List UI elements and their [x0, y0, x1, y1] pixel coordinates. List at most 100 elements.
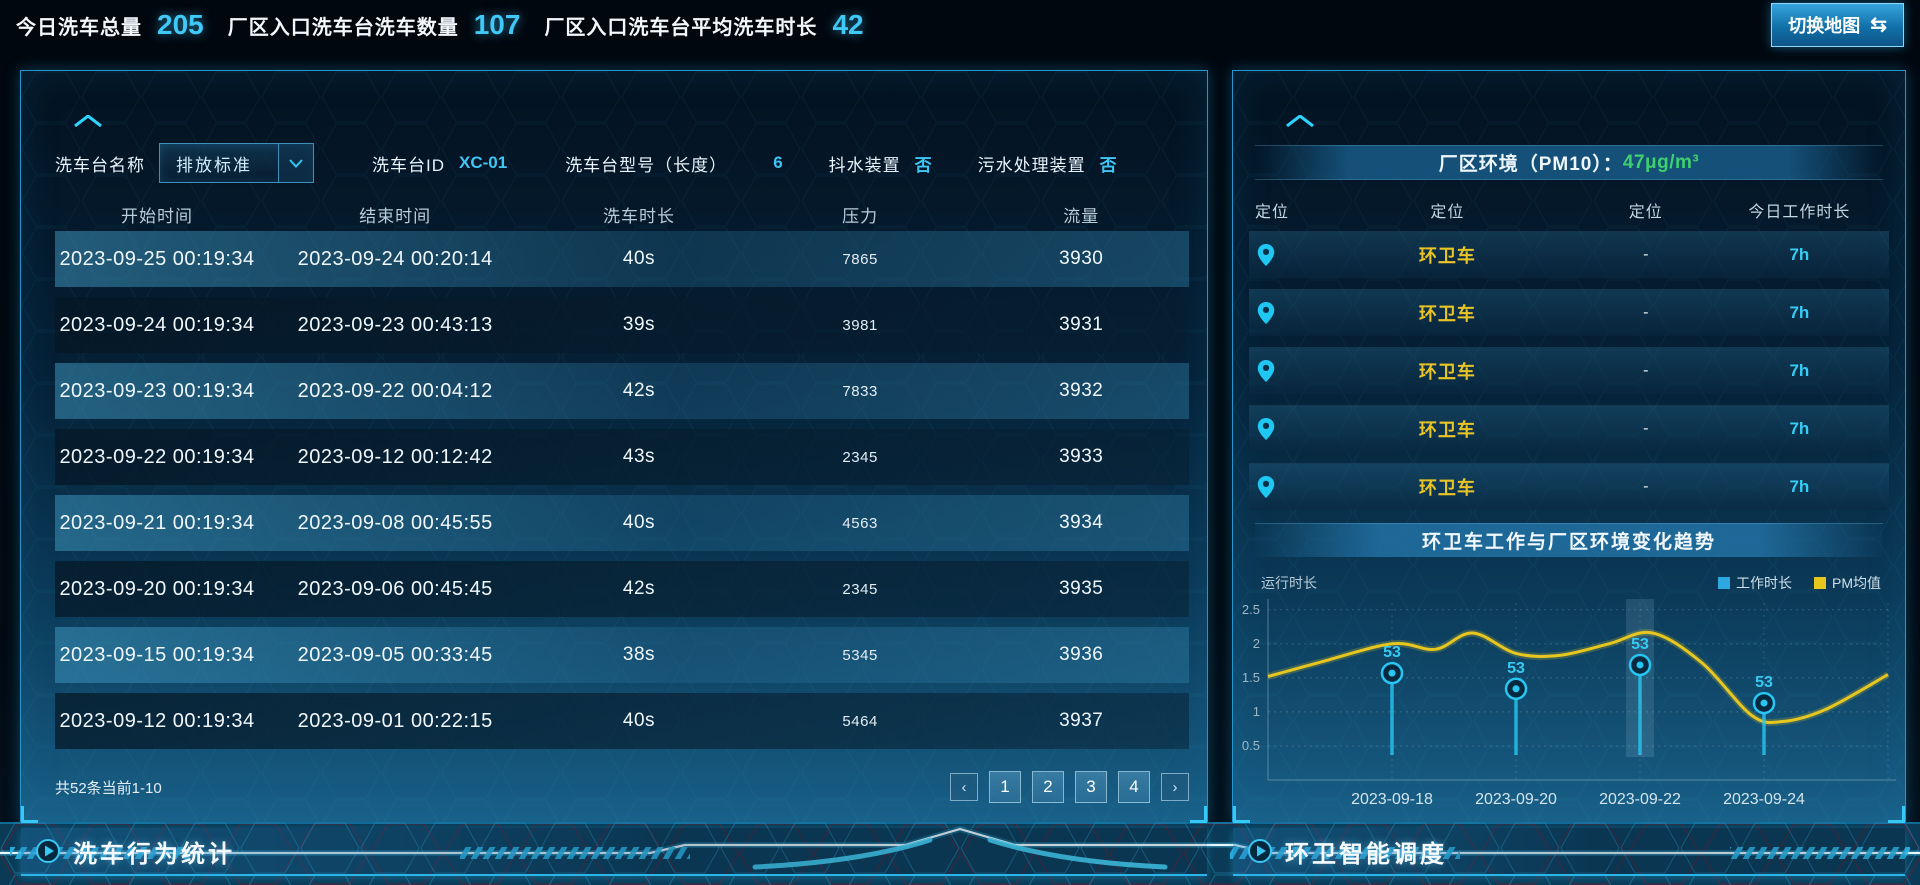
svg-text:2023-09-22: 2023-09-22: [1599, 791, 1681, 808]
cell-end-time: 2023-09-01 00:22:15: [297, 709, 493, 732]
cell-start-time: 2023-09-23 00:19:34: [59, 379, 255, 402]
wash-panel-title: 洗车行为统计: [73, 840, 235, 868]
pm10-label: 厂区环境（PM10）：: [1438, 154, 1623, 175]
locate-pin-button[interactable]: [1249, 301, 1313, 325]
cell-duration: 42s: [622, 578, 656, 599]
cell-pressure: 7833: [842, 382, 878, 400]
header-chevron-decoration: [1286, 115, 1314, 127]
chart-meta-row: 运行时长 工作时长 PM均值: [1261, 573, 1881, 593]
chart-legend: 工作时长 PM均值: [1718, 573, 1881, 593]
play-badge-icon: [1248, 839, 1272, 863]
sewage-device-label: 污水处理装置: [977, 155, 1086, 175]
svg-text:2: 2: [1253, 636, 1260, 651]
wash-table-row: 2023-09-21 00:19:34 2023-09-08 00:45:55 …: [55, 495, 1189, 551]
legend-item-pm-average[interactable]: PM均值: [1814, 573, 1881, 593]
cell-pressure: 2345: [842, 580, 878, 598]
dispatch-column-header: 今日工作时长: [1748, 204, 1851, 221]
station-id-value: XC-01: [459, 153, 508, 172]
station-model-label: 洗车台型号（长度）: [565, 155, 728, 175]
pagination-page-button[interactable]: 2: [1032, 771, 1064, 803]
sewage-device-value: 否: [1099, 155, 1117, 175]
cell-flow: 3932: [1059, 380, 1104, 401]
map-pin-icon: [1257, 418, 1275, 440]
locate-pin-button[interactable]: [1249, 359, 1313, 383]
switch-map-label: 切换地图: [1788, 16, 1861, 36]
map-pin-icon: [1257, 302, 1275, 324]
switch-map-button[interactable]: 切换地图 ⇆: [1771, 3, 1904, 47]
cell-end-time: 2023-09-05 00:33:45: [297, 643, 493, 666]
cell-start-time: 2023-09-20 00:19:34: [59, 577, 255, 600]
cell-pressure: 2345: [842, 448, 878, 466]
svg-text:1.5: 1.5: [1242, 670, 1260, 685]
pagination-page-button[interactable]: 1: [989, 771, 1021, 803]
wash-table-row: 2023-09-15 00:19:34 2023-09-05 00:33:45 …: [55, 627, 1189, 683]
wash-table: 开始时间 结束时间 洗车时长 压力 流量 2023-09-25 00:19:34 202…: [55, 197, 1189, 759]
cell-duration: 40s: [622, 512, 656, 533]
dispatch-row: 环卫车 - 7h: [1249, 231, 1889, 278]
wash-pagination: 共52条当前1-10 ‹ 1 2 3 4 ›: [55, 771, 1189, 803]
panel-corner-accent: [1888, 806, 1905, 823]
legend-label: PM均值: [1832, 575, 1881, 591]
pagination-pages: ‹ 1 2 3 4 ›: [950, 771, 1189, 803]
dispatch-row: 环卫车 - 7h: [1249, 405, 1889, 452]
location-placeholder: -: [1643, 420, 1649, 437]
work-hours: 7h: [1789, 477, 1810, 496]
location-placeholder: -: [1643, 478, 1649, 495]
location-placeholder: -: [1643, 362, 1649, 379]
vehicle-name: 环卫车: [1418, 420, 1476, 440]
wash-table-row: 2023-09-24 00:19:34 2023-09-23 00:43:13 …: [55, 297, 1189, 353]
locate-pin-button[interactable]: [1249, 243, 1313, 267]
stat-value: 107: [473, 9, 521, 40]
header-chevron-decoration: [74, 115, 102, 127]
station-name-selected: 排放标准: [176, 155, 252, 175]
play-badge-icon: [36, 839, 60, 863]
stat-label: 今日洗车总量: [16, 16, 142, 39]
cell-end-time: 2023-09-08 00:45:55: [297, 511, 493, 534]
dropdown-chevron-button[interactable]: [278, 144, 313, 182]
vehicle-name: 环卫车: [1418, 362, 1476, 382]
pagination-prev-button[interactable]: ‹: [950, 773, 978, 801]
cell-start-time: 2023-09-12 00:19:34: [59, 709, 255, 732]
cell-end-time: 2023-09-12 00:12:42: [297, 445, 493, 468]
work-hours: 7h: [1789, 303, 1810, 322]
wash-table-row: 2023-09-22 00:19:34 2023-09-12 00:12:42 …: [55, 429, 1189, 485]
trend-chart[interactable]: 0.5 1 1.5 2 2.5 2023-09-18 2023-09-20 2023-09-2…: [1233, 597, 1905, 823]
cell-flow: 3937: [1059, 710, 1104, 731]
cell-pressure: 4563: [842, 514, 878, 532]
station-name-dropdown[interactable]: 排放标准: [159, 143, 314, 183]
locate-pin-button[interactable]: [1249, 475, 1313, 499]
wash-table-header: 开始时间 结束时间 洗车时长 压力 流量: [55, 197, 1189, 231]
location-placeholder: -: [1643, 304, 1649, 321]
locate-pin-button[interactable]: [1249, 417, 1313, 441]
cell-flow: 3936: [1059, 644, 1104, 665]
cell-pressure: 7865: [842, 250, 878, 268]
work-hours: 7h: [1789, 361, 1810, 380]
legend-item-work-hours[interactable]: 工作时长: [1718, 573, 1792, 593]
stat-average-duration: 厂区入口洗车台平均洗车时长 42: [544, 9, 863, 41]
dispatch-row: 环卫车 - 7h: [1249, 347, 1889, 394]
svg-text:53: 53: [1631, 636, 1649, 653]
wash-table-row: 2023-09-12 00:19:34 2023-09-01 00:22:15 …: [55, 693, 1189, 749]
station-id-label: 洗车台ID: [372, 155, 445, 175]
stat-value: 205: [157, 9, 204, 40]
shake-device-value: 否: [914, 155, 932, 175]
svg-text:2023-09-24: 2023-09-24: [1723, 791, 1805, 808]
svg-text:53: 53: [1383, 644, 1401, 661]
cell-duration: 40s: [622, 248, 656, 269]
legend-swatch-yellow: [1814, 577, 1826, 589]
legend-label: 工作时长: [1736, 575, 1792, 591]
pagination-next-button[interactable]: ›: [1161, 773, 1189, 801]
cell-start-time: 2023-09-15 00:19:34: [59, 643, 255, 666]
pagination-page-button[interactable]: 3: [1075, 771, 1107, 803]
wash-filters: 洗车台名称 排放标准 洗车台ID XC-01 洗车台型号（长度） 6 抖水装置: [55, 143, 1187, 183]
cell-flow: 3934: [1059, 512, 1104, 533]
dispatch-row: 环卫车 - 7h: [1249, 463, 1889, 510]
legend-swatch-blue: [1718, 577, 1730, 589]
pagination-page-button[interactable]: 4: [1118, 771, 1150, 803]
wash-table-row: 2023-09-23 00:19:34 2023-09-22 00:04:12 …: [55, 363, 1189, 419]
wash-column-header: 开始时间: [121, 206, 194, 226]
station-model-value: 6: [773, 153, 783, 172]
svg-text:53: 53: [1755, 674, 1773, 691]
vehicle-name: 环卫车: [1418, 246, 1476, 266]
